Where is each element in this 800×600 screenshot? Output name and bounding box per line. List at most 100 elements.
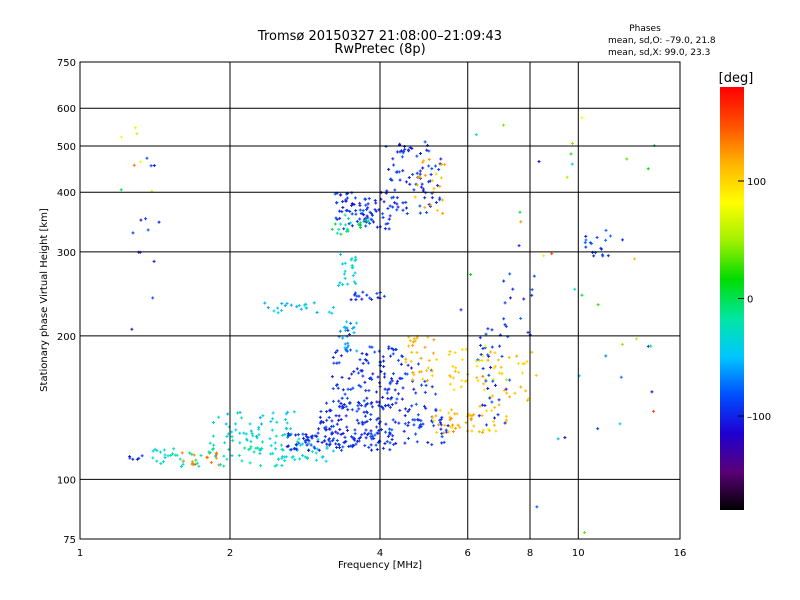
data-point — [394, 401, 398, 405]
data-point — [313, 434, 317, 438]
data-point — [276, 311, 280, 315]
data-point — [275, 420, 279, 424]
data-point — [423, 140, 427, 144]
y-axis-label: Stationary phase Virtual Height [km] — [39, 208, 50, 392]
data-point — [366, 433, 370, 437]
data-point — [364, 203, 368, 207]
data-point — [488, 396, 492, 400]
data-point — [396, 379, 400, 383]
data-point — [344, 199, 348, 203]
data-point — [155, 449, 159, 453]
data-point — [280, 463, 284, 467]
data-point — [432, 186, 436, 190]
data-point — [238, 441, 242, 445]
data-point — [360, 433, 364, 437]
data-point — [414, 432, 418, 436]
data-point — [406, 363, 410, 367]
data-point — [376, 416, 380, 420]
data-point — [135, 132, 139, 136]
data-point — [337, 414, 341, 418]
data-point — [478, 404, 482, 408]
data-point — [398, 178, 402, 182]
data-point — [425, 148, 429, 152]
data-point — [280, 455, 284, 459]
data-point — [324, 459, 328, 463]
data-point — [646, 167, 650, 171]
data-point — [432, 338, 436, 342]
data-point — [339, 232, 343, 236]
data-point — [381, 215, 385, 219]
data-point — [584, 234, 588, 238]
data-point — [604, 228, 608, 232]
data-point — [387, 217, 391, 221]
data-point — [375, 447, 379, 451]
data-point — [427, 164, 431, 168]
data-point — [383, 387, 387, 391]
data-point — [350, 266, 354, 270]
data-point — [381, 395, 385, 399]
data-point — [369, 413, 373, 417]
data-point — [420, 383, 424, 387]
data-point — [448, 375, 452, 379]
data-point — [286, 410, 290, 414]
data-point — [440, 432, 444, 436]
data-point — [346, 282, 350, 286]
data-point — [412, 387, 416, 391]
data-point — [488, 429, 492, 433]
data-point — [404, 357, 408, 361]
data-point — [423, 196, 427, 200]
data-point — [484, 423, 488, 427]
data-point — [192, 453, 196, 457]
data-point — [144, 217, 148, 221]
data-point — [606, 254, 610, 258]
data-point — [424, 383, 428, 387]
data-point — [340, 396, 344, 400]
data-point — [439, 421, 443, 425]
data-point — [469, 418, 473, 422]
data-point — [476, 379, 480, 383]
data-point — [399, 149, 403, 153]
data-point — [370, 377, 374, 381]
data-point — [370, 437, 374, 441]
data-point — [298, 457, 302, 461]
data-point — [338, 216, 342, 220]
data-point — [218, 463, 222, 467]
data-point — [222, 454, 226, 458]
data-point — [327, 438, 331, 442]
data-point — [490, 328, 494, 332]
data-point — [258, 452, 262, 456]
x-tick-labels: 1 2 4 6 8 10 16 — [77, 548, 687, 559]
data-point — [339, 432, 343, 436]
data-point — [273, 441, 277, 445]
data-point — [119, 188, 123, 192]
data-point — [365, 207, 369, 211]
data-point — [178, 457, 182, 461]
data-point — [328, 408, 332, 412]
data-point — [370, 213, 374, 217]
data-point — [368, 296, 372, 300]
data-point — [469, 273, 473, 277]
data-point — [427, 180, 431, 184]
data-point — [504, 325, 508, 329]
data-point — [261, 414, 265, 418]
data-point — [535, 505, 539, 509]
data-point — [580, 293, 584, 297]
data-point — [339, 354, 343, 358]
data-point — [496, 413, 500, 417]
data-point — [600, 247, 604, 251]
data-point — [293, 458, 297, 462]
data-point — [193, 462, 197, 466]
data-point — [350, 204, 354, 208]
data-point — [439, 176, 443, 180]
y-tick-label: 200 — [57, 332, 76, 343]
data-point — [230, 430, 234, 434]
stats-line-x: mean, sd,X: 99.0, 23.3 — [608, 48, 710, 58]
data-point — [139, 160, 143, 164]
data-point — [427, 358, 431, 362]
colorbar-tick-label: –100 — [747, 412, 771, 423]
data-point — [353, 259, 357, 263]
data-point — [339, 252, 343, 256]
data-point — [375, 425, 379, 429]
data-point — [503, 421, 507, 425]
